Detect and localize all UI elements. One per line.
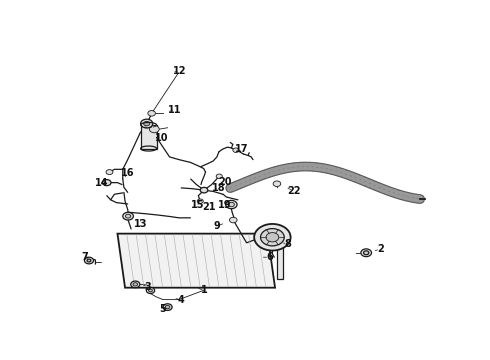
Text: 6: 6 <box>266 252 273 262</box>
Circle shape <box>163 304 172 310</box>
Text: 21: 21 <box>202 202 216 212</box>
Circle shape <box>125 214 131 218</box>
Circle shape <box>149 126 159 133</box>
Circle shape <box>361 249 371 257</box>
Circle shape <box>200 187 208 193</box>
Circle shape <box>123 212 133 220</box>
Circle shape <box>197 199 203 203</box>
Text: 7: 7 <box>81 252 88 262</box>
Text: 17: 17 <box>235 144 249 154</box>
Text: 22: 22 <box>287 186 300 196</box>
Polygon shape <box>118 234 275 288</box>
Text: 20: 20 <box>218 177 231 187</box>
Text: 16: 16 <box>121 168 134 179</box>
Bar <box>141 125 157 149</box>
Text: 19: 19 <box>218 199 231 210</box>
Circle shape <box>144 121 150 126</box>
Circle shape <box>141 119 153 128</box>
Text: 13: 13 <box>134 219 148 229</box>
Circle shape <box>226 201 237 209</box>
Circle shape <box>165 305 170 309</box>
Circle shape <box>106 170 113 175</box>
Circle shape <box>147 287 155 293</box>
Circle shape <box>131 281 140 288</box>
Text: 11: 11 <box>169 105 182 115</box>
Text: 12: 12 <box>173 66 187 76</box>
Text: 14: 14 <box>95 178 108 188</box>
Text: 5: 5 <box>160 304 167 314</box>
Circle shape <box>228 202 234 207</box>
Text: 8: 8 <box>284 239 291 249</box>
Circle shape <box>133 283 138 286</box>
Circle shape <box>261 229 284 246</box>
Circle shape <box>273 181 281 186</box>
Text: 1: 1 <box>201 285 208 296</box>
Circle shape <box>229 217 237 223</box>
Circle shape <box>87 259 91 262</box>
Circle shape <box>148 111 155 116</box>
Text: 9: 9 <box>214 221 220 231</box>
Circle shape <box>266 233 279 242</box>
Circle shape <box>216 174 222 179</box>
Text: 2: 2 <box>377 244 384 254</box>
Text: 15: 15 <box>191 199 204 210</box>
Circle shape <box>148 289 152 292</box>
Circle shape <box>254 224 291 251</box>
Circle shape <box>364 251 369 255</box>
Text: 10: 10 <box>155 133 168 143</box>
Circle shape <box>102 180 111 186</box>
Text: 3: 3 <box>145 282 151 292</box>
Bar <box>277 242 283 279</box>
Circle shape <box>84 257 94 264</box>
Text: 18: 18 <box>212 184 226 193</box>
Text: 4: 4 <box>178 294 185 305</box>
Circle shape <box>233 148 239 152</box>
